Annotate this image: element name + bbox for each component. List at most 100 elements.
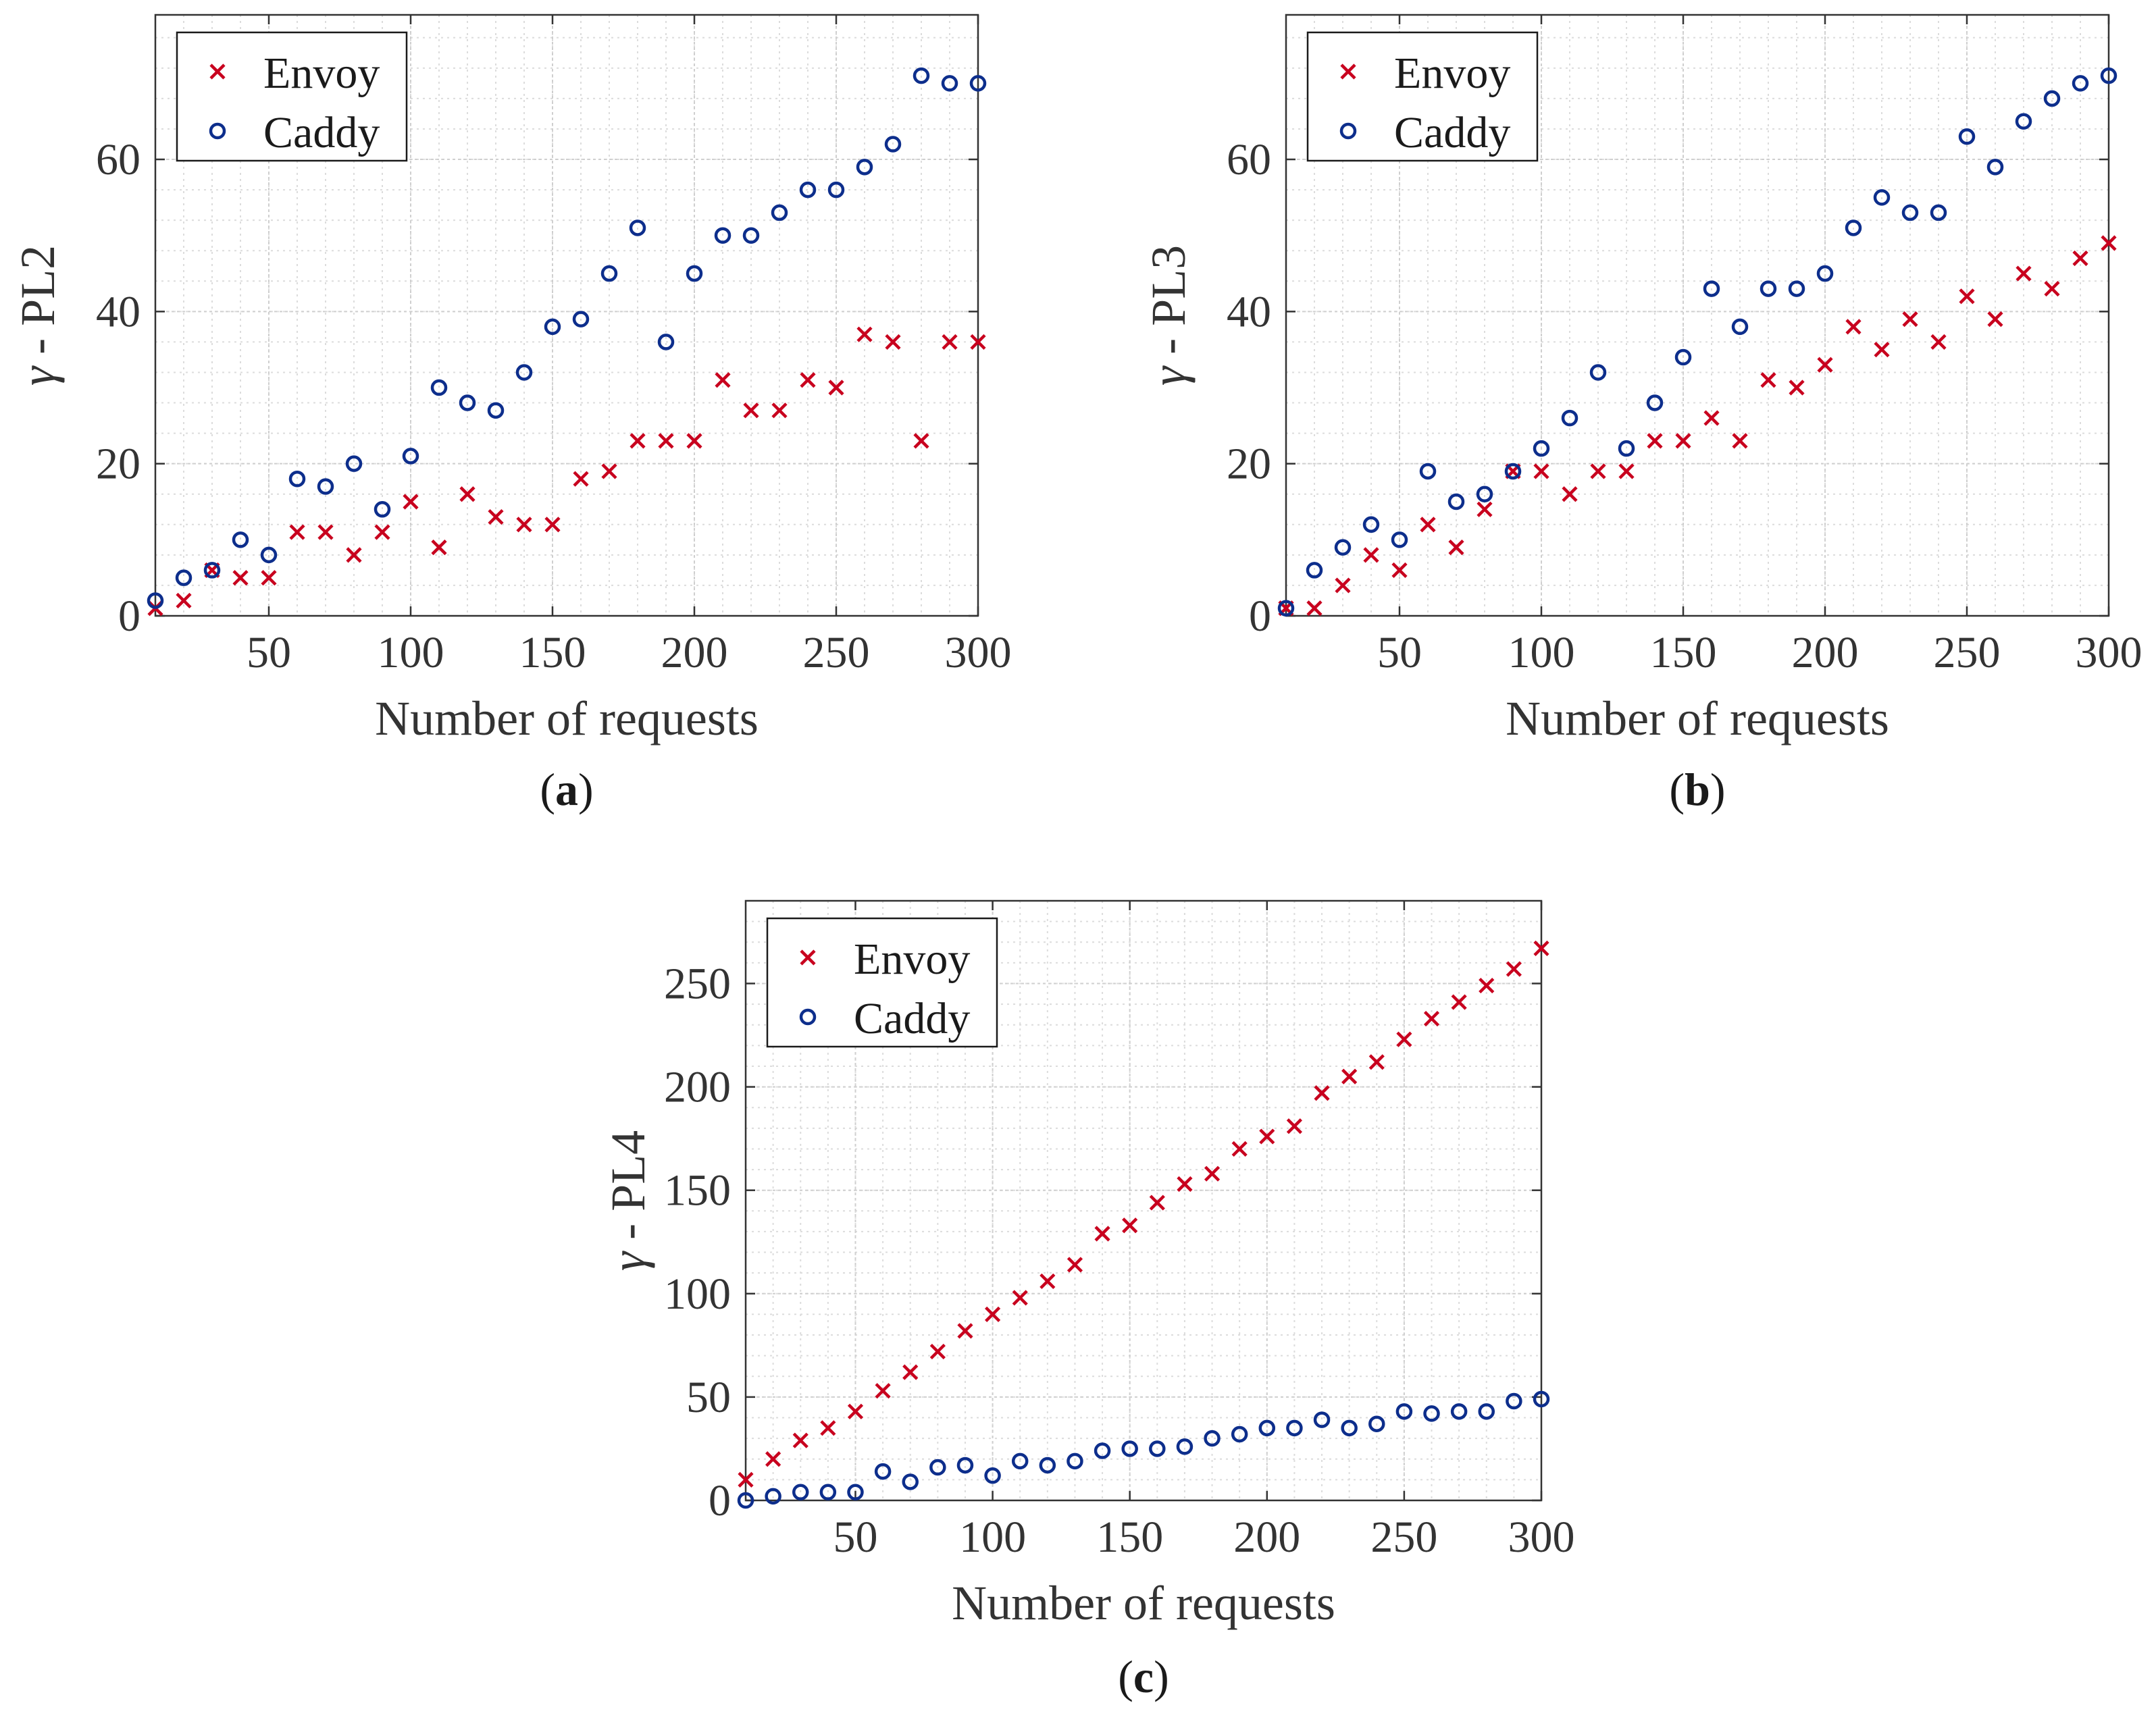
point-envoy (1533, 940, 1549, 957)
x-tick-label: 50 (247, 628, 291, 677)
point-caddy (345, 455, 363, 472)
point-caddy (1391, 531, 1408, 548)
y-axis-separator: - (601, 1211, 655, 1252)
point-envoy (1420, 517, 1436, 533)
point-caddy (1277, 600, 1295, 617)
point-caddy (1646, 394, 1664, 411)
x-tick-label: 250 (1934, 628, 2001, 677)
point-caddy (1845, 219, 1862, 236)
point-caddy (317, 478, 334, 495)
data-points (737, 940, 1550, 1509)
chart-a: 50 100 150 200 250 300 0 20 40 60 Number of reques… (11, 14, 1012, 815)
point-envoy (261, 570, 277, 586)
point-caddy (1731, 318, 1749, 336)
point-envoy (800, 372, 816, 388)
point-envoy (516, 517, 532, 533)
y-tick-label: 100 (664, 1269, 731, 1319)
point-caddy (1674, 348, 1692, 366)
point-envoy (902, 1364, 919, 1380)
point-envoy (1368, 1054, 1385, 1070)
y-axis-label: γ - PL3 (1141, 245, 1196, 386)
point-caddy (1958, 128, 1976, 145)
point-caddy (827, 181, 845, 199)
point-envoy (1590, 463, 1606, 479)
point-caddy (847, 1484, 864, 1501)
point-caddy (714, 227, 732, 244)
point-caddy (1986, 159, 2004, 176)
point-caddy (1561, 409, 1578, 427)
axes-box (744, 899, 1543, 1502)
point-caddy (1362, 516, 1380, 533)
chart-c: 50 100 150 200 250 300 0 50 100 150 200 250 Number o… (601, 899, 1575, 1702)
point-envoy (875, 1383, 891, 1399)
point-caddy (1368, 1415, 1385, 1432)
point-caddy (929, 1459, 946, 1476)
point-envoy (374, 524, 390, 540)
x-tick-label: 150 (1096, 1513, 1163, 1562)
point-envoy (686, 433, 702, 449)
point-envoy (289, 524, 305, 540)
point-caddy (765, 1488, 781, 1505)
point-envoy (847, 1403, 864, 1419)
y-tick-label: 60 (1227, 135, 1271, 184)
point-caddy (1286, 1419, 1303, 1437)
point-envoy (601, 463, 617, 479)
point-envoy (1760, 372, 1776, 388)
point-envoy (1987, 311, 2003, 327)
point-caddy (956, 1457, 974, 1474)
point-envoy (1562, 486, 1578, 502)
point-caddy (1306, 562, 1323, 579)
point-caddy (600, 265, 618, 282)
point-envoy (1396, 1031, 1412, 1047)
y-axis-symbol: γ (1141, 365, 1196, 386)
point-envoy (658, 433, 674, 449)
y-tick-label: 50 (686, 1373, 731, 1422)
point-envoy (1423, 1010, 1440, 1027)
point-envoy (1902, 311, 1918, 327)
point-envoy (1479, 977, 1495, 994)
point-envoy (957, 1323, 973, 1339)
legend-label-caddy: Caddy (854, 994, 970, 1043)
point-caddy (792, 1484, 809, 1501)
point-envoy (1959, 288, 1975, 305)
point-caddy (1901, 204, 1919, 221)
legend-marker-envoy (209, 63, 226, 80)
point-envoy (1533, 463, 1549, 479)
y-tick-label: 200 (664, 1063, 731, 1112)
x-tick-label: 100 (1508, 628, 1575, 677)
point-envoy (1874, 342, 1890, 358)
point-envoy (1341, 1068, 1358, 1084)
panel-label: (a) (540, 764, 593, 815)
point-caddy (1618, 440, 1635, 457)
x-tick-label: 100 (959, 1513, 1026, 1562)
legend: Envoy Caddy (766, 917, 998, 1048)
point-envoy (2044, 280, 2060, 297)
point-envoy (1040, 1273, 1056, 1290)
point-envoy (1306, 600, 1323, 617)
point-caddy (1760, 280, 1777, 297)
x-tick-label: 250 (1370, 1513, 1437, 1562)
point-caddy (1258, 1419, 1276, 1437)
point-caddy (232, 531, 249, 548)
point-caddy (984, 1467, 1001, 1484)
point-caddy (1341, 1419, 1358, 1437)
point-caddy (1231, 1425, 1248, 1443)
y-tick-label: 20 (96, 440, 140, 489)
point-envoy (544, 517, 561, 533)
y-axis-separator: - (1141, 326, 1196, 367)
point-envoy (1149, 1195, 1165, 1211)
point-caddy (819, 1484, 837, 1501)
point-envoy (743, 402, 759, 419)
y-tick-label: 0 (709, 1476, 731, 1525)
y-tick-label: 250 (664, 959, 731, 1008)
point-envoy (403, 494, 419, 510)
point-envoy (1451, 994, 1467, 1010)
point-caddy (686, 265, 703, 282)
point-caddy (1533, 1390, 1550, 1408)
point-caddy (1816, 265, 1834, 282)
point-envoy (2016, 265, 2032, 282)
legend-marker-envoy (1340, 63, 1356, 80)
x-tick-label: 150 (1650, 628, 1717, 677)
point-caddy (1204, 1430, 1221, 1447)
point-envoy (488, 508, 504, 525)
